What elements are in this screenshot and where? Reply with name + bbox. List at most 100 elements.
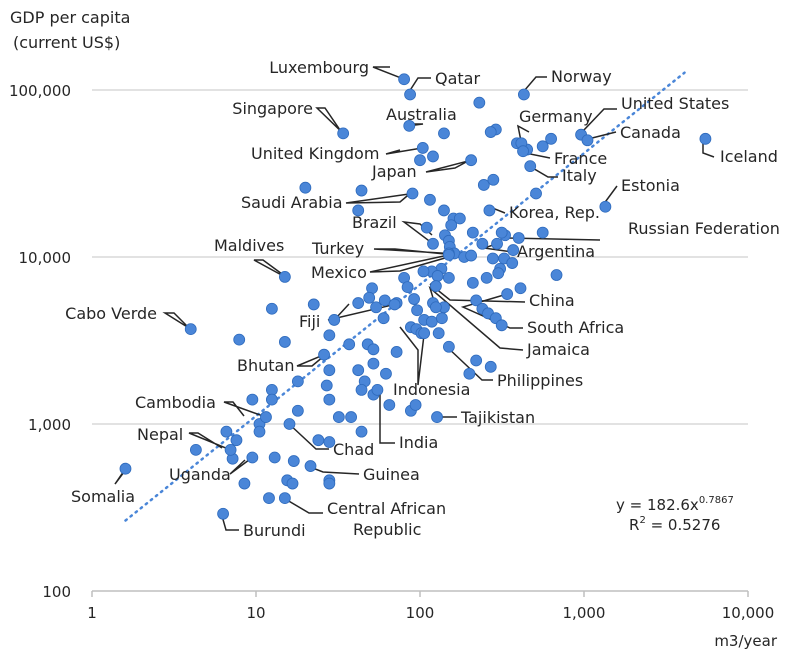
point-label: Japan [371, 162, 417, 181]
data-point [332, 411, 345, 423]
data-point [466, 226, 479, 239]
data-point [323, 364, 336, 377]
data-point [416, 142, 429, 154]
point-label: Luxembourg [269, 58, 369, 77]
data-point [278, 492, 291, 504]
point-label: United States [621, 94, 729, 113]
data-point [470, 294, 483, 307]
data-point [355, 384, 368, 396]
point-label: Central African [327, 499, 446, 518]
data-point [438, 204, 450, 217]
y-axis-title: GDP per capita (current US$) [10, 8, 130, 52]
data-point [323, 329, 336, 342]
data-point [352, 204, 365, 217]
data-point [453, 212, 466, 225]
data-point [699, 132, 712, 145]
point-label: Burundi [243, 521, 306, 540]
point-label: France [554, 149, 607, 168]
equation-base: y = 182.6x [616, 496, 699, 514]
data-point [312, 434, 325, 447]
point-label: United Kingdom [251, 144, 379, 163]
data-point [291, 404, 304, 417]
data-point [367, 343, 380, 356]
data-point [476, 237, 489, 250]
data-point [401, 281, 414, 294]
leader-line [284, 497, 323, 514]
data-point [184, 323, 197, 336]
r-squared-superscript: 2 [639, 515, 645, 526]
point-label: India [399, 433, 438, 452]
data-point [233, 333, 246, 346]
data-point [599, 200, 612, 213]
data-point [287, 455, 300, 467]
data-point [418, 327, 431, 340]
data-point [442, 340, 455, 353]
data-point [278, 271, 291, 283]
point-label: Turkey [311, 239, 364, 258]
data-point [246, 451, 259, 464]
point-label: Uganda [169, 465, 231, 484]
point-label: Fiji [299, 312, 320, 331]
data-point [512, 232, 525, 244]
data-point [491, 237, 503, 250]
data-point [377, 312, 390, 325]
point-label: Germany [519, 107, 593, 126]
data-points [119, 73, 712, 520]
data-point [484, 126, 497, 138]
point-label: Russian Federation [628, 219, 780, 238]
leader-line [296, 354, 325, 367]
data-point [291, 375, 304, 388]
data-point [383, 399, 396, 411]
point-label: Argentina [517, 242, 595, 261]
point-label: Guinea [363, 465, 420, 484]
r-squared-text: R2 = 0.5276 [629, 515, 720, 534]
equation-text: y = 182.6x0.7867 [616, 495, 734, 514]
data-point [224, 443, 237, 456]
y-axis-title-line-2: (current US$) [13, 33, 120, 52]
data-point [466, 276, 479, 289]
data-point [463, 367, 476, 380]
leader-line [373, 248, 449, 255]
point-label: Nepal [137, 425, 183, 444]
leader-line [345, 190, 414, 204]
y-axis: 100 1,000 10,000 100,000 [9, 82, 71, 601]
data-point [473, 96, 486, 109]
data-point [370, 301, 383, 314]
data-point [299, 181, 312, 194]
data-point [517, 88, 530, 101]
data-point [536, 140, 549, 153]
point-label: Indonesia [393, 380, 470, 399]
y-tick-label: 100 [42, 583, 71, 601]
data-point [263, 492, 275, 504]
data-point [480, 271, 493, 284]
data-point [487, 173, 500, 186]
point-label: Cambodia [135, 393, 216, 412]
leader-line [399, 326, 425, 386]
point-label: Australia [386, 105, 457, 124]
data-point [432, 327, 445, 340]
data-point [470, 354, 483, 367]
data-point [343, 338, 356, 351]
data-point [442, 248, 455, 261]
y-tick-label: 1,000 [28, 416, 71, 434]
data-point [545, 132, 557, 145]
point-label: Somalia [71, 487, 135, 506]
leader-line [315, 107, 344, 134]
leader-line [114, 468, 127, 485]
data-point [436, 312, 448, 325]
point-label: Jamaica [526, 340, 590, 359]
data-point [414, 154, 426, 167]
data-point [260, 411, 272, 423]
data-point [304, 460, 317, 472]
leader-line [223, 401, 267, 418]
point-labels: Luxembourg Qatar Norway Singapore Australia G… [65, 58, 780, 540]
data-point [431, 270, 444, 282]
data-point [492, 267, 505, 280]
data-point [355, 184, 368, 197]
x-tick-label: 1 [87, 604, 97, 622]
trendline-equation: y = 182.6x0.7867 R2 = 0.5276 [616, 495, 734, 534]
data-point [427, 237, 439, 250]
data-point [581, 134, 594, 147]
data-point [409, 399, 422, 411]
